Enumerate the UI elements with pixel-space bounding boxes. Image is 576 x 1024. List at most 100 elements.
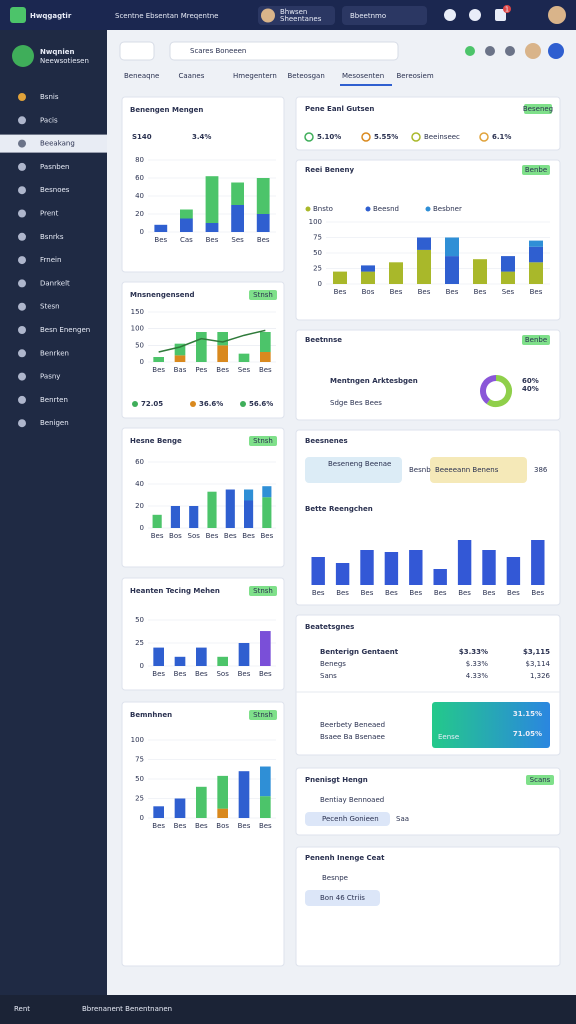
card-title: Beetnnse bbox=[305, 336, 342, 344]
nav-icon bbox=[18, 395, 26, 404]
table-foot: Beerbety Beneaed bbox=[320, 721, 385, 729]
y-tick-label: 20 bbox=[135, 210, 144, 218]
bar bbox=[244, 489, 254, 501]
button[interactable] bbox=[249, 436, 277, 446]
stat: 56.6% bbox=[249, 400, 273, 408]
avatar[interactable] bbox=[525, 43, 541, 59]
pill-label: Bon 46 Ctriis bbox=[320, 894, 365, 902]
card-title: Reei Beneny bbox=[305, 166, 355, 174]
bar bbox=[262, 486, 272, 498]
icon[interactable] bbox=[485, 46, 495, 56]
nav-item: Benrken bbox=[40, 349, 69, 357]
donut-label: Mentngen Arktesbgen bbox=[330, 377, 418, 385]
card-line: Besnpe bbox=[322, 874, 348, 882]
x-tick-label: Bes bbox=[154, 236, 167, 244]
user-pill[interactable] bbox=[258, 6, 335, 25]
table-cell: Sans bbox=[320, 672, 337, 680]
kpi-value: 6.1% bbox=[492, 133, 511, 141]
sidebar bbox=[0, 30, 107, 995]
x-tick-label: Ses bbox=[238, 366, 251, 374]
x-tick-label: Bes bbox=[334, 288, 347, 296]
nav-item: Pasnben bbox=[40, 163, 69, 171]
button[interactable] bbox=[522, 165, 550, 175]
button[interactable] bbox=[249, 290, 277, 300]
button[interactable] bbox=[526, 775, 554, 785]
bar bbox=[217, 808, 228, 818]
legend-swatch bbox=[365, 206, 371, 212]
y-tick-label: 25 bbox=[135, 795, 144, 803]
x-tick-label: Bes bbox=[385, 589, 398, 597]
nav-icon bbox=[18, 326, 26, 334]
button[interactable] bbox=[522, 335, 550, 345]
tab-underline[interactable] bbox=[340, 84, 392, 86]
search-placeholder: Scares Boneeen bbox=[190, 47, 246, 55]
bar bbox=[361, 265, 375, 272]
y-tick-label: 0 bbox=[140, 814, 144, 822]
icon[interactable] bbox=[505, 46, 515, 56]
sidebar-logo bbox=[12, 45, 34, 67]
bar bbox=[529, 262, 543, 284]
footer-text: Bbrenanent Benentnanen bbox=[82, 1005, 172, 1013]
bar bbox=[529, 240, 543, 247]
avatar[interactable] bbox=[548, 6, 566, 24]
stat: S140 bbox=[132, 133, 152, 141]
pill[interactable] bbox=[305, 890, 380, 906]
sidebar-title: Nwqnien bbox=[40, 48, 74, 56]
card-title: Beesnenes bbox=[305, 437, 348, 445]
button-label: Stnsh bbox=[253, 711, 273, 719]
button[interactable] bbox=[524, 104, 552, 114]
x-tick-label: Sos bbox=[188, 532, 201, 540]
tab: Bereosiem bbox=[397, 72, 434, 80]
icon[interactable] bbox=[469, 9, 481, 21]
card-title: Mnsnengensend bbox=[130, 291, 194, 299]
stat: 36.6% bbox=[199, 400, 223, 408]
x-tick-label: Cas bbox=[180, 236, 193, 244]
pill[interactable] bbox=[430, 457, 527, 483]
y-tick-label: 50 bbox=[313, 249, 322, 257]
y-tick-label: 50 bbox=[135, 775, 144, 783]
nav-item: Prent bbox=[40, 210, 59, 218]
nav-active[interactable] bbox=[0, 134, 107, 153]
search-box[interactable] bbox=[169, 41, 399, 61]
legend-swatch bbox=[305, 206, 311, 212]
x-tick-label: Bes bbox=[224, 532, 237, 540]
button[interactable] bbox=[249, 586, 277, 596]
x-tick-label: Bes bbox=[530, 288, 543, 296]
bar bbox=[180, 218, 193, 232]
top-pill[interactable] bbox=[342, 6, 427, 25]
dropdown[interactable] bbox=[119, 41, 155, 61]
avatar[interactable] bbox=[548, 43, 564, 59]
card-title: Benengen Mengen bbox=[130, 106, 203, 114]
bar bbox=[217, 656, 228, 666]
x-tick-label: Bes bbox=[257, 236, 270, 244]
table-cell: Benterign Gentaent bbox=[320, 648, 399, 656]
y-tick-label: 60 bbox=[135, 174, 144, 182]
nav-icon bbox=[18, 256, 26, 265]
icon[interactable] bbox=[495, 9, 506, 21]
pill[interactable] bbox=[305, 812, 390, 826]
donut-slice bbox=[486, 375, 512, 407]
y-tick-label: 0 bbox=[140, 524, 144, 532]
avatar bbox=[261, 8, 275, 23]
button[interactable] bbox=[249, 710, 277, 720]
button-label: Benbe bbox=[525, 336, 547, 344]
bar bbox=[152, 514, 162, 528]
x-tick-label: Bes bbox=[446, 288, 459, 296]
bar bbox=[445, 256, 459, 284]
highlight-value: 31.15% bbox=[513, 710, 542, 718]
icon[interactable] bbox=[465, 46, 475, 56]
x-tick-label: Bes bbox=[174, 822, 187, 830]
icon[interactable] bbox=[444, 9, 456, 21]
nav-item: Bsnis bbox=[40, 93, 59, 101]
bar bbox=[196, 332, 207, 362]
highlight-card bbox=[432, 702, 550, 748]
card bbox=[295, 429, 561, 606]
nav-item: Bsnrks bbox=[40, 233, 64, 241]
card-line: Bentiay Bennoaed bbox=[320, 796, 384, 804]
x-tick-label: Bes bbox=[152, 670, 165, 678]
bar bbox=[205, 223, 219, 232]
pill[interactable] bbox=[305, 457, 402, 483]
bar bbox=[154, 224, 168, 232]
card-title: Pnenisgt Hengn bbox=[305, 776, 368, 784]
bar bbox=[501, 271, 515, 284]
